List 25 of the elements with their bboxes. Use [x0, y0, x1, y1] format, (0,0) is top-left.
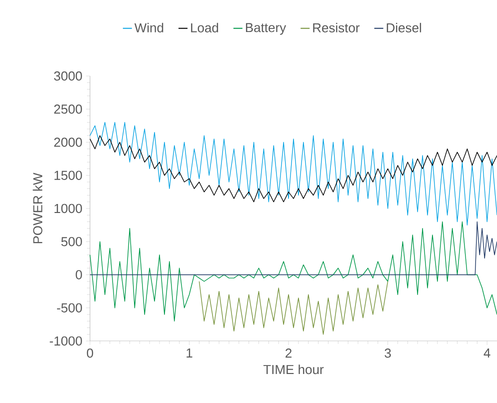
y-tick-label: 0 — [76, 270, 82, 280]
x-tick-label: 4 — [484, 348, 490, 358]
line-series — [90, 135, 497, 202]
x-axis-title: TIME hour — [263, 364, 324, 374]
y-tick-label: 1500 — [54, 170, 82, 180]
line-series — [90, 221, 497, 276]
y-tick-label: 2500 — [54, 104, 82, 114]
y-tick-label: -500 — [57, 303, 82, 312]
y-tick-label: -1000 — [50, 336, 82, 346]
legend-label: Load — [191, 22, 218, 32]
y-tick-label: 2000 — [54, 138, 82, 147]
x-tick-label: 0 — [86, 348, 94, 358]
line-series — [198, 281, 388, 335]
x-tick-label: 3 — [384, 348, 391, 358]
x-tick-label: 1 — [186, 348, 192, 358]
line-series — [90, 122, 497, 226]
x-tick-label: 2 — [286, 348, 292, 358]
y-tick-label: 500 — [61, 237, 82, 246]
y-tick-label: 1000 — [54, 204, 82, 214]
legend-label: Battery — [246, 23, 286, 35]
y-tick-label: 3000 — [54, 71, 82, 81]
y-axis-title: POWER kW — [32, 172, 42, 244]
legend-label: Resistor — [313, 22, 360, 32]
legend-label: Diesel — [386, 22, 422, 32]
legend-label: Wind — [134, 22, 164, 32]
